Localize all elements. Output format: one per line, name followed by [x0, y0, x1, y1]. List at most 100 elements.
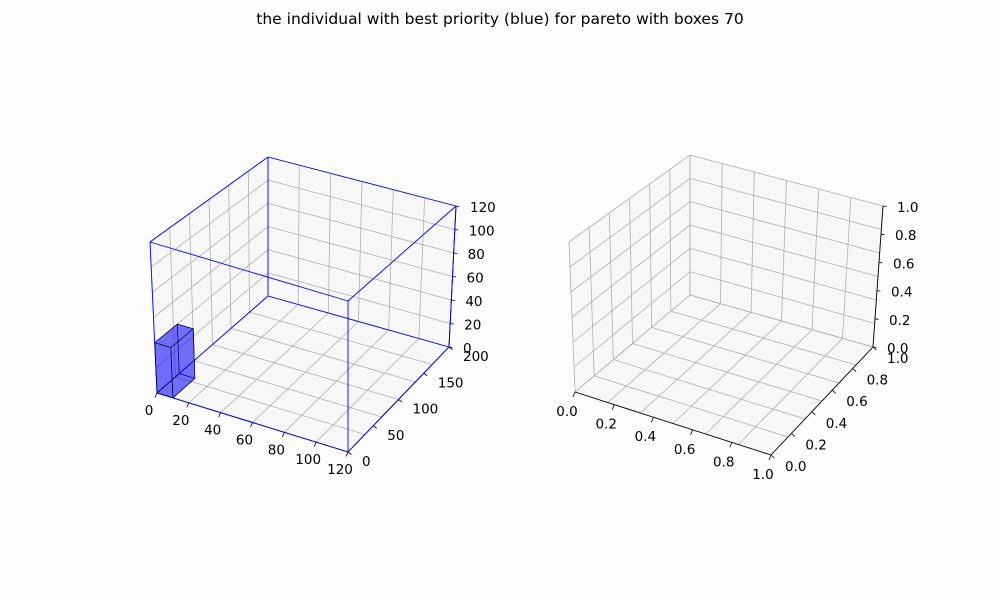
y-tick-tick	[373, 425, 377, 429]
x-tick-label: 0.8	[713, 454, 734, 470]
packed-box-face	[154, 342, 174, 399]
y-tick-label: 0.8	[867, 373, 888, 389]
x-tick-tick	[250, 422, 253, 428]
y-tick-label: 200	[463, 349, 489, 365]
z-tick-tick	[874, 318, 879, 320]
x-tick-label: 20	[172, 413, 189, 429]
y-tick-tick	[770, 454, 775, 459]
z-tick-label: 20	[464, 318, 481, 334]
x-tick-label: 40	[204, 423, 221, 439]
z-tick-tick	[455, 205, 460, 207]
container-edge	[347, 205, 457, 302]
y-tick-tick	[398, 399, 403, 403]
container-edge	[149, 156, 269, 243]
container-edge	[267, 156, 457, 207]
z-tick-label: 100	[469, 224, 495, 240]
z-tick-tick	[448, 346, 453, 348]
z-tick-tick	[454, 229, 459, 231]
z-tick-tick	[872, 346, 877, 348]
z-tick-label: 0.8	[895, 228, 916, 244]
x-tick-tick	[572, 391, 576, 398]
z-tick-tick	[876, 290, 881, 292]
y-tick-tick	[347, 451, 352, 455]
z-tick-label: 120	[470, 200, 496, 216]
y-tick-label: 50	[387, 428, 404, 444]
grid-line	[689, 294, 874, 348]
x-tick-label: 0.0	[556, 404, 577, 420]
container-edge	[149, 241, 349, 302]
y-tick-tick	[872, 346, 877, 351]
z-tick-tick	[880, 233, 885, 236]
left-pane	[569, 155, 690, 392]
packed-box-face	[154, 323, 194, 348]
x-tick-label: 60	[236, 433, 253, 449]
z-tick-label: 0.4	[891, 285, 912, 301]
container-edge	[347, 346, 450, 453]
x-tick-label: 0	[145, 403, 154, 419]
left-pane	[150, 157, 268, 393]
y-tick-label: 100	[413, 402, 439, 418]
grid-line	[569, 178, 691, 268]
z-tick-tick	[451, 299, 455, 301]
z-tick-label: 40	[465, 294, 482, 310]
x-tick-tick	[651, 417, 654, 423]
y-tick-tick	[852, 368, 857, 372]
figure-title: the individual with best priority (blue)…	[256, 10, 744, 28]
z-tick-label: 0	[463, 341, 472, 357]
z-tick-tick	[450, 323, 454, 325]
x-axis-line	[574, 391, 772, 456]
grid-line	[267, 179, 455, 230]
x-tick-label: 80	[268, 442, 285, 458]
y-tick-label: 0.2	[805, 437, 826, 453]
z-tick-label: 0.0	[887, 341, 908, 357]
z-tick-label: 0.6	[893, 256, 914, 272]
x-tick-tick	[611, 404, 615, 410]
container-edge	[156, 392, 349, 453]
grid-line	[568, 154, 691, 243]
y-tick-tick	[423, 372, 428, 377]
x-tick-label: 0.6	[674, 442, 695, 458]
z-tick-tick	[453, 252, 458, 254]
x-tick-tick	[186, 402, 190, 408]
x-tick-label: 100	[295, 452, 321, 468]
back-pane	[690, 155, 883, 347]
z-tick-label: 80	[468, 247, 485, 263]
x-tick-label: 0.2	[595, 417, 616, 433]
y-tick-label: 0.0	[785, 459, 806, 475]
x-tick-tick	[154, 392, 158, 398]
z-tick-label: 0.2	[889, 313, 910, 329]
y-tick-label: 0	[362, 454, 371, 470]
grid-line	[689, 177, 882, 230]
z-tick-tick	[878, 262, 883, 264]
y-tick-label: 0.4	[826, 416, 847, 432]
container-edge	[448, 205, 457, 348]
z-axis-line	[872, 205, 884, 348]
y-tick-tick	[791, 433, 796, 437]
x-tick-tick	[729, 442, 733, 448]
z-tick-label: 1.0	[897, 200, 918, 216]
x-tick-tick	[690, 429, 693, 435]
x-tick-tick	[218, 412, 222, 418]
grid-line	[689, 154, 884, 207]
y-tick-label: 1.0	[887, 351, 908, 367]
x-tick-label: 1.0	[752, 467, 773, 483]
x-tick-tick	[768, 454, 772, 461]
container-edge	[267, 295, 450, 348]
x-tick-tick	[345, 451, 349, 457]
grid-line	[670, 310, 857, 366]
x-tick-label: 0.4	[635, 429, 656, 445]
x-tick-tick	[281, 432, 285, 437]
x-tick-tick	[313, 442, 317, 447]
z-tick-tick	[882, 205, 887, 207]
grid-line	[150, 179, 269, 268]
y-tick-label: 150	[438, 375, 464, 391]
z-tick-label: 60	[467, 271, 484, 287]
y-tick-tick	[831, 389, 836, 394]
z-tick-tick	[452, 276, 457, 278]
y-tick-tick	[811, 411, 816, 416]
grid-line	[249, 311, 433, 365]
y-tick-label: 0.6	[846, 394, 867, 410]
right-3d-plot: 0.00.20.40.60.81.0 0.00.20.40.60.81.00.00…	[556, 154, 918, 483]
